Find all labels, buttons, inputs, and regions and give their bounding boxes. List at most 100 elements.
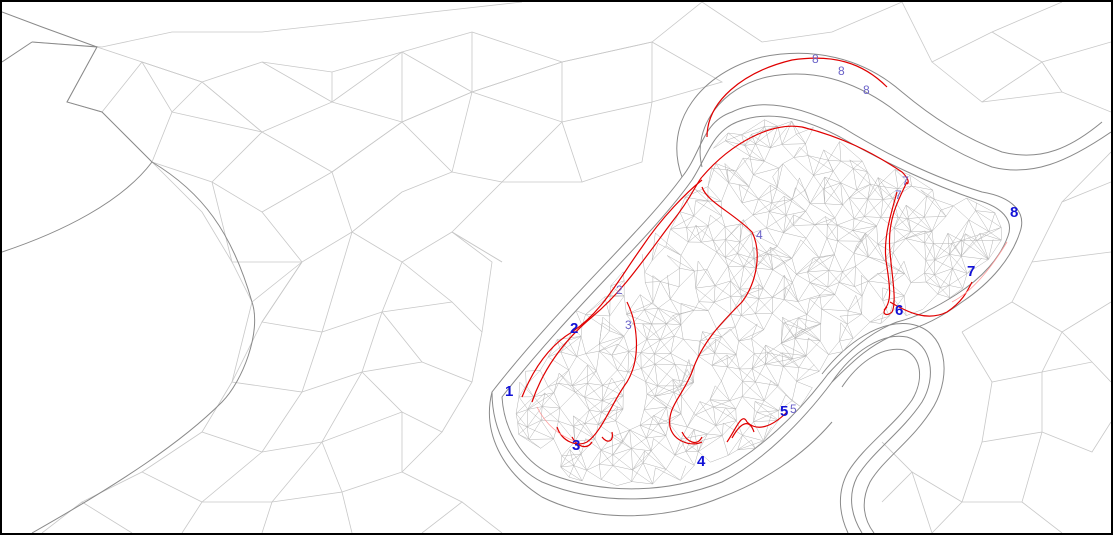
mesh-edge bbox=[558, 407, 561, 422]
mesh-edge bbox=[933, 198, 947, 217]
mesh-edge bbox=[890, 283, 905, 296]
mesh-edge bbox=[988, 227, 1002, 232]
mesh-edge bbox=[602, 317, 625, 337]
mesh-edge bbox=[877, 185, 894, 199]
mesh-edge bbox=[762, 269, 774, 289]
mesh-edge bbox=[679, 314, 682, 325]
mesh-edge bbox=[713, 280, 731, 303]
mesh-edge bbox=[644, 309, 667, 325]
mesh-edge bbox=[709, 385, 716, 400]
mesh-edge bbox=[707, 425, 716, 435]
mesh-edge bbox=[814, 224, 828, 239]
mesh-edge bbox=[680, 465, 687, 481]
mesh-edge bbox=[772, 299, 785, 314]
mesh-edge bbox=[517, 422, 528, 428]
mesh-edge bbox=[553, 373, 560, 393]
mesh-edge bbox=[710, 455, 729, 463]
mesh-edge bbox=[714, 352, 737, 355]
mesh-edge bbox=[702, 331, 715, 354]
mesh-edge bbox=[651, 245, 667, 261]
mesh-edge bbox=[547, 386, 555, 393]
mesh-edge bbox=[660, 281, 680, 288]
mesh-edge bbox=[694, 189, 709, 202]
mesh-edge bbox=[821, 308, 849, 312]
mesh-edge bbox=[855, 256, 869, 267]
mesh-edge bbox=[674, 324, 682, 337]
mesh-edge bbox=[612, 441, 624, 455]
mesh-edge bbox=[909, 175, 912, 187]
mesh-edge bbox=[646, 435, 666, 439]
mesh-edge bbox=[751, 344, 766, 369]
mesh-edge bbox=[770, 247, 774, 270]
mesh-edge bbox=[842, 266, 856, 273]
mesh-edge bbox=[525, 370, 541, 372]
mesh-edge bbox=[755, 313, 764, 330]
mesh-edge bbox=[849, 159, 868, 172]
mesh-edge bbox=[695, 414, 716, 426]
mesh-edge bbox=[892, 198, 908, 219]
mesh-edge bbox=[706, 251, 717, 270]
mesh-edge bbox=[714, 336, 722, 354]
mesh-edge bbox=[741, 202, 754, 216]
mesh-edge bbox=[525, 371, 527, 386]
mesh-edge bbox=[568, 476, 583, 482]
mesh-edge bbox=[716, 326, 736, 330]
mesh-edge bbox=[771, 186, 778, 203]
mesh-edge bbox=[561, 455, 574, 466]
mesh-edge bbox=[795, 187, 811, 204]
mesh-edge bbox=[824, 182, 841, 204]
mesh-edge bbox=[854, 280, 869, 287]
mesh-edge bbox=[631, 469, 633, 482]
mesh-edge bbox=[839, 322, 842, 342]
mesh-edge bbox=[721, 215, 726, 227]
mesh-edge bbox=[847, 310, 849, 325]
mesh-edge bbox=[725, 241, 741, 258]
mesh-edge bbox=[569, 449, 575, 466]
mesh-edge bbox=[780, 323, 784, 344]
mesh-edge bbox=[540, 420, 554, 440]
mesh-edge bbox=[693, 200, 709, 217]
mesh-edge bbox=[742, 381, 756, 383]
mesh-edge bbox=[751, 352, 769, 369]
mesh-edge bbox=[594, 438, 602, 451]
mesh-edge bbox=[713, 406, 737, 421]
mesh-edge bbox=[680, 324, 684, 340]
mesh-edge bbox=[737, 435, 743, 450]
mesh-edge bbox=[893, 242, 895, 253]
mesh-edge bbox=[687, 225, 697, 243]
mesh-edge bbox=[806, 314, 821, 324]
mesh-edge bbox=[740, 214, 754, 225]
mesh-edge bbox=[674, 364, 682, 386]
mesh-edge bbox=[947, 233, 950, 255]
mesh-edge bbox=[804, 323, 821, 331]
mesh-edge bbox=[715, 407, 726, 426]
mesh-edge bbox=[783, 314, 807, 324]
mesh-edge bbox=[728, 449, 738, 456]
mesh-edge bbox=[777, 246, 793, 259]
mesh-edge bbox=[880, 199, 884, 218]
mesh-edge bbox=[867, 198, 882, 218]
mesh-edge bbox=[799, 147, 809, 156]
mesh-edge bbox=[541, 420, 559, 422]
mesh-edge bbox=[842, 271, 855, 287]
mesh-edge bbox=[587, 383, 603, 401]
mesh-edge bbox=[906, 216, 925, 219]
mesh-edge bbox=[934, 254, 950, 275]
label-thin-2: 2 bbox=[616, 283, 623, 297]
mesh-edge bbox=[780, 317, 783, 344]
mesh-edge bbox=[657, 423, 667, 436]
mesh-edge bbox=[681, 382, 694, 397]
mesh-edge bbox=[632, 469, 653, 485]
mesh-edge bbox=[716, 251, 726, 258]
mesh-edge bbox=[966, 197, 976, 211]
mesh-edge bbox=[654, 364, 681, 387]
label-bold-5: 5 bbox=[780, 403, 788, 420]
mesh-edge bbox=[670, 215, 695, 230]
mesh-edge bbox=[725, 134, 742, 142]
mesh-edge bbox=[806, 299, 810, 315]
mesh-edge bbox=[826, 238, 835, 255]
mesh-edge bbox=[646, 323, 667, 340]
mesh-edge bbox=[707, 215, 711, 226]
mesh-edge bbox=[721, 366, 728, 382]
mesh-edge bbox=[894, 238, 906, 244]
